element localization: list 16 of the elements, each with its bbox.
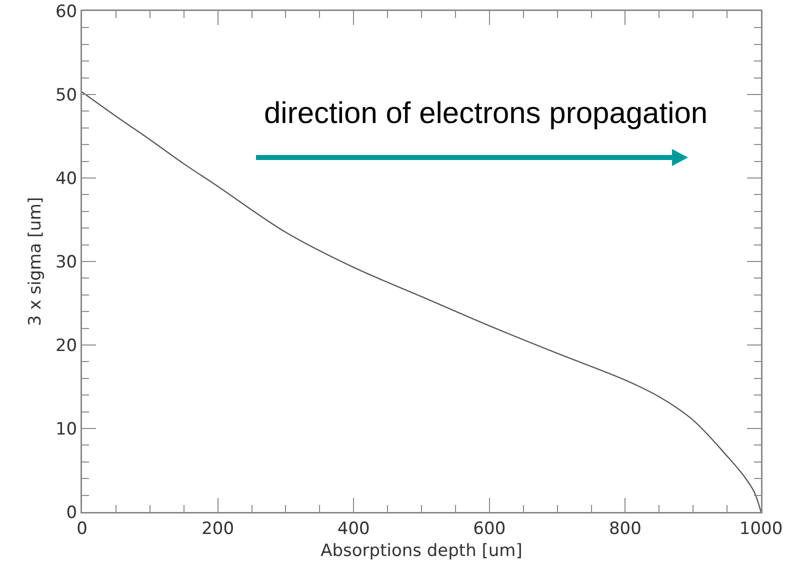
annotation: direction of electrons propagation [264,97,708,130]
x-tick-label: 1000 [739,518,783,539]
y-axis-title: 3 x sigma [um] [25,196,46,326]
y-tick-label: 60 [55,2,78,22]
y-tick-label: 10 [55,419,78,440]
y-tick-label: 40 [55,168,78,189]
line-series [82,91,761,512]
x-tick-label: 200 [202,518,234,539]
x-tick-label: 600 [473,518,506,539]
x-tick-label: 400 [337,518,370,539]
y-tick-label: 50 [55,85,78,106]
y-tick-label: 0 [66,502,78,523]
x-axis-title: Absorptions depth [um] [320,541,522,562]
x-tick-label: 800 [608,518,642,539]
y-tick-label: 30 [55,252,78,272]
y-tick-label: 20 [55,336,78,356]
